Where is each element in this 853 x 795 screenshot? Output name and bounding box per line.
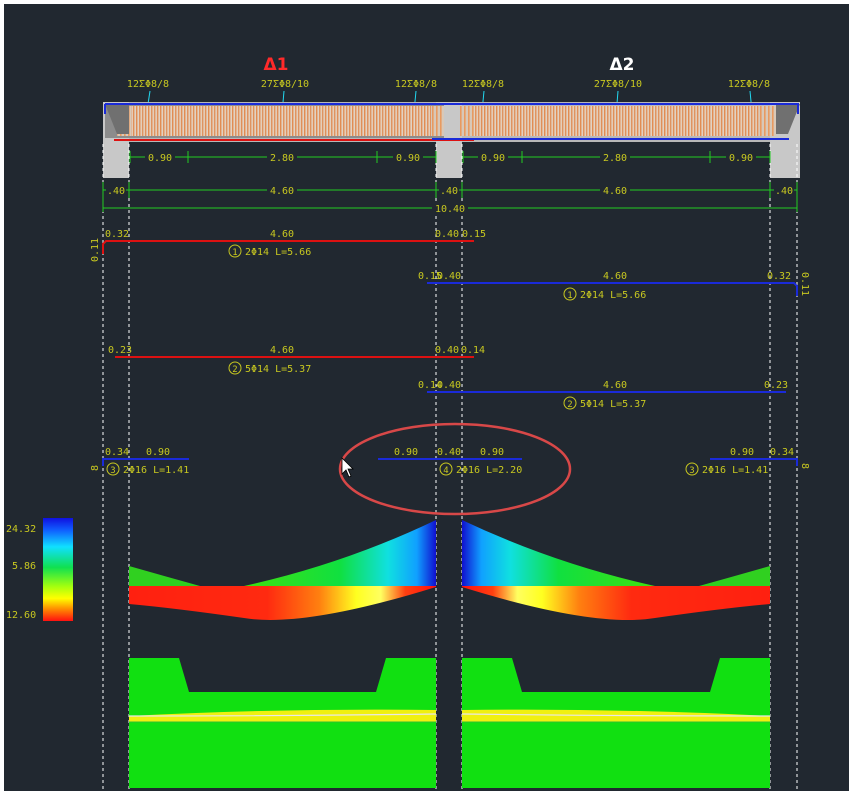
dim-label: 0.40 xyxy=(435,345,459,356)
legend-mid: 5.86 xyxy=(12,561,36,572)
dim-label: 0.34 xyxy=(770,447,794,458)
stirrup-label: 27ΣΦ8/10 xyxy=(594,79,642,90)
bar-2-span-1[interactable]: 0.23 4.60 0.40 0.14 2 5Φ14 L=5.37 xyxy=(108,345,485,375)
bar-description: 2Φ16 L=2.20 xyxy=(456,465,522,476)
dim-label: 0.40 xyxy=(437,447,461,458)
hook-label: 0.11 xyxy=(90,238,101,262)
color-legend: 24.32 5.86 12.60 xyxy=(6,518,73,621)
dim-label: 4.60 xyxy=(603,380,627,391)
bar-number: 2 xyxy=(232,365,237,375)
dim-label: 0.90 xyxy=(394,447,418,458)
bar-description: 5Φ14 L=5.37 xyxy=(580,399,646,410)
beam-elevation[interactable] xyxy=(103,102,800,178)
dim-label: 0.23 xyxy=(108,345,132,356)
dim-label: 0.15 xyxy=(462,229,486,240)
legend-color-bar xyxy=(43,518,73,621)
bending-moment-diagram[interactable] xyxy=(129,520,770,620)
selection-ellipse xyxy=(338,422,572,516)
dim-label: 2.80 xyxy=(270,153,294,164)
bar-number: 3 xyxy=(110,466,115,476)
stirrup-label: 12ΣΦ8/8 xyxy=(728,79,770,90)
bar-2-span-2[interactable]: 0.14 0.40 4.60 0.23 2 5Φ14 L=5.37 xyxy=(418,380,788,410)
bar-number: 3 xyxy=(689,466,694,476)
dim-label: .40 xyxy=(107,186,125,197)
bar-number: 1 xyxy=(567,291,572,301)
hook-label: 0.11 xyxy=(799,272,810,296)
bar-number: 2 xyxy=(567,400,572,410)
bar-description: 2Φ14 L=5.66 xyxy=(245,247,311,258)
bar-3-right[interactable]: 0.90 0.34 8 3 2Φ16 L=1.41 xyxy=(685,447,810,476)
dim-label: 0.15 xyxy=(418,271,442,282)
bar-4-middle[interactable]: 0.90 0.40 0.90 4 2Φ16 L=2.20 xyxy=(378,447,522,476)
beam-drawing[interactable]: Δ1 Δ2 12ΣΦ8/8 27ΣΦ8/10 12ΣΦ8/8 12ΣΦ8/8 2… xyxy=(4,4,849,791)
span-1-title: Δ1 xyxy=(264,55,289,75)
dim-label: .40 xyxy=(440,186,458,197)
span-2-title: Δ2 xyxy=(610,55,635,75)
mouse-cursor-icon xyxy=(341,457,354,478)
bar-1-span-1[interactable]: 0.32 4.60 0.40 0.15 0.11 1 2Φ14 L=5.66 xyxy=(90,229,486,262)
bar-3-left[interactable]: 0.34 0.90 8 3 2Φ16 L=1.41 xyxy=(90,447,189,476)
hook-label: 8 xyxy=(90,465,101,471)
dim-label: 0.34 xyxy=(105,447,129,458)
dim-label: 0.40 xyxy=(437,380,461,391)
dim-label: 4.60 xyxy=(270,345,294,356)
bar-number: 4 xyxy=(443,466,448,476)
stirrup-label: 27ΣΦ8/10 xyxy=(261,79,309,90)
dim-label: 0.14 xyxy=(418,380,442,391)
dim-label: 0.90 xyxy=(481,153,505,164)
dim-label: 4.60 xyxy=(603,271,627,282)
dim-label: 0.90 xyxy=(148,153,172,164)
dim-label: .40 xyxy=(775,186,793,197)
bar-description: 2Φ16 L=1.41 xyxy=(702,465,768,476)
bar-description: 2Φ14 L=5.66 xyxy=(580,290,646,301)
dim-label: 0.40 xyxy=(437,271,461,282)
legend-min: 12.60 xyxy=(6,610,36,621)
dim-label: 0.90 xyxy=(480,447,504,458)
dim-label: 0.90 xyxy=(730,447,754,458)
dim-label: 4.60 xyxy=(270,229,294,240)
dim-label: 0.23 xyxy=(764,380,788,391)
stirrup-label: 12ΣΦ8/8 xyxy=(395,79,437,90)
total-length-label: 10.40 xyxy=(435,204,465,215)
dim-label: 0.90 xyxy=(729,153,753,164)
bar-number: 1 xyxy=(232,248,237,258)
dim-label: 4.60 xyxy=(603,186,627,197)
dim-label: 0.90 xyxy=(146,447,170,458)
stirrup-label: 12ΣΦ8/8 xyxy=(462,79,504,90)
dim-label: 2.80 xyxy=(603,153,627,164)
legend-max: 24.32 xyxy=(6,524,36,535)
shear-diagram[interactable] xyxy=(128,658,771,788)
dim-label: 0.32 xyxy=(767,271,791,282)
dim-label: 0.40 xyxy=(435,229,459,240)
dim-label: 4.60 xyxy=(270,186,294,197)
bar-description: 5Φ14 L=5.37 xyxy=(245,364,311,375)
dim-label: 0.14 xyxy=(461,345,485,356)
bar-1-span-2[interactable]: 0.15 0.40 4.60 0.32 0.11 1 2Φ14 L=5.66 xyxy=(418,271,810,301)
stirrup-label: 12ΣΦ8/8 xyxy=(127,79,169,90)
beam-drawing-canvas[interactable]: Δ1 Δ2 12ΣΦ8/8 27ΣΦ8/10 12ΣΦ8/8 12ΣΦ8/8 2… xyxy=(4,4,849,791)
hook-label: 8 xyxy=(799,463,810,469)
bar-description: 2Φ16 L=1.41 xyxy=(123,465,189,476)
dim-label: 0.90 xyxy=(396,153,420,164)
dim-label: 0.32 xyxy=(105,229,129,240)
